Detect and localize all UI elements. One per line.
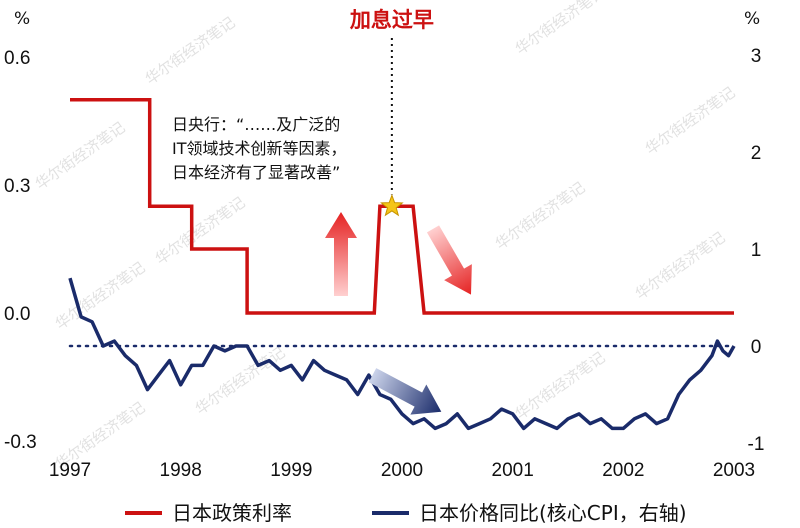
arrow-down-right-icon [368, 368, 442, 415]
arrow-up-icon [325, 212, 357, 296]
right-tick-label: 3 [751, 46, 762, 67]
left-tick-label: 0.0 [4, 304, 30, 325]
watermark-text: 华尔街经济笔记 [142, 13, 238, 88]
right-tick-label: 0 [751, 337, 762, 358]
legend: 日本政策利率 日本价格同比(核心CPI，右轴) [125, 501, 687, 525]
watermark-text: 华尔街经济笔记 [492, 178, 588, 253]
right-tick-label: -1 [748, 434, 765, 455]
left-tick-label: 0.3 [4, 176, 30, 197]
watermark-text: 华尔街经济笔记 [32, 118, 128, 193]
annotation: 日央行：“……及广泛的 IT领域技术创新等因素， 日本经济有了显著改善” [172, 115, 347, 182]
watermark-text: 华尔街经济笔记 [52, 258, 148, 333]
annotation-line-2: IT领域技术创新等因素， [172, 139, 347, 158]
star-icon [380, 193, 404, 217]
watermark-text: 华尔街经济笔记 [632, 228, 728, 303]
x-tick-label: 2001 [492, 460, 534, 481]
watermark-text: 华尔街经济笔记 [642, 83, 738, 158]
right-tick-label: 2 [751, 143, 762, 164]
watermark-text: 华尔街经济笔记 [512, 0, 608, 58]
x-tick-label: 2002 [602, 460, 644, 481]
x-tick-label: 1999 [270, 460, 312, 481]
watermarks: 华尔街经济笔记华尔街经济笔记华尔街经济笔记华尔街经济笔记华尔街经济笔记华尔街经济… [32, 0, 738, 473]
x-tick-label: 1997 [49, 460, 91, 481]
x-tick-label: 2000 [381, 460, 423, 481]
right-axis-ticks: 3 2 1 0 -1 [748, 46, 765, 455]
watermark-text: 华尔街经济笔记 [512, 348, 608, 423]
x-tick-label: 1998 [160, 460, 202, 481]
chart-title: 加息过早 [349, 8, 434, 32]
right-axis-unit: % [744, 9, 760, 29]
arrow-down-icon [426, 225, 472, 295]
watermark-text: 华尔街经济笔记 [152, 193, 248, 268]
annotation-line-3: 日本经济有了显著改善” [172, 163, 340, 182]
right-tick-label: 1 [751, 240, 762, 261]
left-tick-label: -0.3 [4, 432, 37, 453]
series-line-policy-rate [70, 97, 734, 315]
watermark-text: 华尔街经济笔记 [192, 343, 288, 418]
left-axis-ticks: 0.6 0.3 0.0 -0.3 [4, 48, 37, 453]
x-axis-ticks: 1997 1998 1999 2000 2001 2002 2003 [49, 460, 755, 481]
x-tick-label: 2003 [713, 460, 755, 481]
series-line-cpi [68, 277, 736, 431]
annotation-line-1: 日央行：“……及广泛的 [172, 115, 340, 134]
legend-label-cpi: 日本价格同比(核心CPI，右轴) [419, 501, 687, 525]
left-tick-label: 0.6 [4, 48, 30, 69]
left-axis-unit: % [14, 9, 30, 29]
legend-label-policy-rate: 日本政策利率 [172, 501, 292, 525]
